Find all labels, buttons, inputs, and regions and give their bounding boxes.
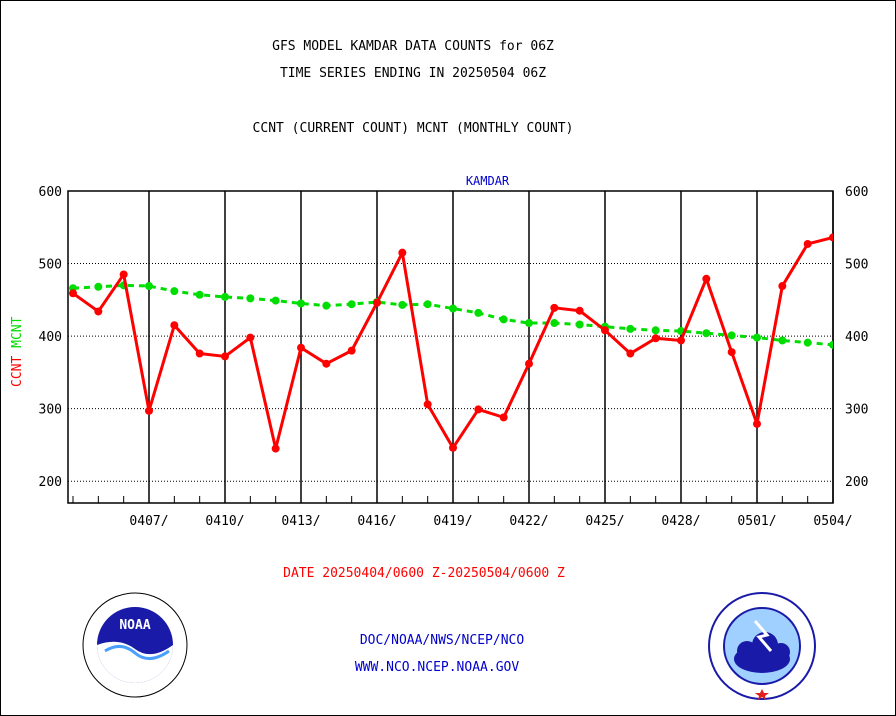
- ccnt-point: [626, 349, 635, 358]
- mcnt-point: [702, 329, 711, 338]
- mcnt-point: [499, 315, 508, 324]
- ccnt-point: [94, 307, 103, 316]
- mcnt-point: [778, 336, 787, 345]
- y-axis-label-ccnt: CCNT: [10, 356, 25, 387]
- ccnt-point: [778, 282, 787, 291]
- mcnt-point: [94, 282, 103, 291]
- ccnt-point: [474, 405, 483, 414]
- x-tick-label: 0419/: [433, 514, 472, 529]
- ccnt-point: [398, 248, 407, 257]
- mcnt-point: [423, 300, 432, 309]
- y-axis-label-mcnt: MCNT: [10, 316, 25, 347]
- ccnt-point: [702, 274, 711, 283]
- nws-logo-icon: [708, 592, 816, 700]
- ccnt-point: [525, 359, 533, 368]
- ccnt-point: [803, 239, 812, 248]
- mcnt-point: [322, 301, 331, 310]
- ccnt-point: [423, 400, 432, 409]
- mcnt-point: [550, 319, 559, 328]
- y-axis-label-gap: [10, 348, 25, 356]
- x-tick-label: 0425/: [585, 514, 624, 529]
- org-line: DOC/NOAA/NWS/NCEP/NCO: [359, 633, 525, 648]
- ccnt-point: [347, 346, 356, 355]
- mcnt-point: [474, 308, 483, 317]
- x-tick-label: 0413/: [281, 514, 320, 529]
- mcnt-point: [246, 294, 255, 303]
- ccnt-point: [829, 233, 833, 242]
- mcnt-point: [829, 340, 833, 349]
- line-chart: 200 200 300 300 400 400 500 500 600 600 0407/0410/…: [10, 174, 868, 529]
- x-tick-label: 0410/: [205, 514, 244, 529]
- chart-title-line1: GFS MODEL KAMDAR DATA COUNTS for 06Z: [272, 39, 554, 54]
- x-tick-label: 0416/: [357, 514, 396, 529]
- noaa-logo-icon: NOAA: [82, 592, 188, 698]
- ccnt-point: [246, 333, 255, 342]
- y-tick-label-left: 300: [39, 403, 62, 418]
- y-tick-label-right: 400: [845, 330, 868, 345]
- ccnt-point: [499, 413, 508, 422]
- mcnt-point: [145, 282, 153, 291]
- y-tick-label-right: 600: [845, 185, 868, 200]
- mcnt-point: [271, 296, 280, 305]
- station-label: KAMDAR: [466, 174, 510, 188]
- ccnt-point: [322, 359, 331, 368]
- y-tick-label-left: 400: [39, 330, 62, 345]
- mcnt-point: [626, 324, 635, 333]
- mcnt-point: [398, 300, 407, 309]
- plot-frame: [67, 190, 834, 504]
- mcnt-point: [195, 290, 204, 299]
- ccnt-point: [575, 306, 584, 315]
- y-tick-label-right: 300: [845, 403, 868, 418]
- mcnt-point: [170, 287, 179, 296]
- y-axis-label: CCNT MCNT: [10, 316, 25, 387]
- ccnt-point: [297, 343, 305, 352]
- ccnt-point: [69, 289, 77, 298]
- chart-title-line2: TIME SERIES ENDING IN 20250504 06Z: [279, 66, 547, 81]
- ccnt-point: [753, 419, 761, 428]
- mcnt-point: [297, 299, 305, 308]
- mcnt-point: [449, 304, 457, 313]
- y-tick-label-right: 200: [845, 475, 868, 490]
- ccnt-point: [195, 349, 204, 358]
- ccnt-point: [727, 348, 736, 357]
- x-tick-label: 0504/: [813, 514, 852, 529]
- mcnt-point: [727, 331, 736, 340]
- x-tick-label: 0428/: [661, 514, 700, 529]
- website-link[interactable]: WWW.NCO.NCEP.NOAA.GOV: [354, 660, 520, 675]
- x-tick-label: 0407/: [129, 514, 168, 529]
- y-tick-label-right: 500: [845, 258, 868, 273]
- mcnt-point: [651, 326, 660, 335]
- mcnt-point: [753, 333, 761, 342]
- noaa-logo-text: NOAA: [119, 618, 150, 633]
- ccnt-point: [601, 326, 609, 335]
- mcnt-point: [575, 320, 584, 329]
- ccnt-point: [221, 352, 229, 361]
- ccnt-point: [271, 444, 280, 453]
- x-tick-label: 0422/: [509, 514, 548, 529]
- y-tick-label-left: 600: [39, 185, 62, 200]
- ccnt-point: [170, 321, 179, 330]
- ccnt-point: [145, 406, 153, 415]
- ccnt-point: [651, 334, 660, 343]
- ccnt-point: [119, 270, 128, 279]
- x-tick-label: 0501/: [737, 514, 776, 529]
- ccnt-point: [449, 443, 457, 452]
- ccnt-point: [550, 303, 559, 312]
- chart-subtitle: CCNT (CURRENT COUNT) MCNT (MONTHLY COUNT…: [252, 121, 574, 136]
- ccnt-point: [373, 298, 381, 307]
- mcnt-point: [347, 300, 356, 309]
- mcnt-point: [221, 292, 229, 301]
- mcnt-point: [803, 338, 812, 347]
- y-tick-label-left: 500: [39, 258, 62, 273]
- series-ccnt: [69, 233, 833, 453]
- mcnt-point: [525, 319, 533, 328]
- date-range-label: DATE 20250404/0600 Z-20250504/0600 Z: [283, 566, 565, 581]
- ccnt-point: [677, 336, 685, 345]
- y-tick-label-left: 200: [39, 475, 62, 490]
